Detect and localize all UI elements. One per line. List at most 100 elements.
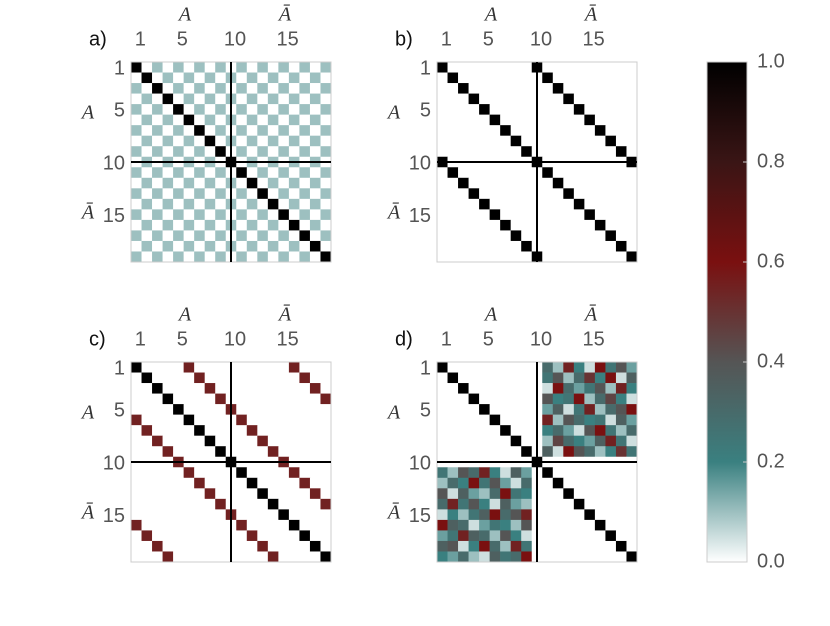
heatmap-cell (152, 372, 163, 384)
heatmap-cell (278, 251, 290, 263)
heatmap-cell (194, 177, 205, 189)
heatmap-cell (183, 240, 195, 252)
heatmap-cell (183, 167, 195, 179)
heatmap-cell (173, 467, 184, 479)
heatmap-cell (605, 83, 617, 94)
heatmap-cell (500, 414, 511, 426)
heatmap-cell (299, 383, 311, 394)
heatmap-cell (605, 540, 617, 552)
heatmap-cell (605, 125, 617, 136)
heatmap-cell (246, 72, 258, 84)
y-tick-label: 10 (103, 152, 125, 174)
heatmap-cell (236, 509, 248, 521)
heatmap-cell (152, 446, 163, 458)
heatmap-cell (521, 540, 533, 552)
heatmap-cell (236, 251, 248, 263)
heatmap-cell (510, 477, 522, 489)
heatmap-cell (131, 467, 142, 479)
heatmap-cell (479, 393, 490, 405)
heatmap-cell (152, 251, 163, 263)
heatmap-cell (173, 93, 184, 105)
heatmap-cell (299, 530, 311, 542)
heatmap-cell (542, 83, 554, 94)
heatmap-cell (542, 219, 554, 231)
heatmap-cell (594, 114, 606, 126)
heatmap-cell (267, 125, 279, 136)
heatmap-cell (257, 551, 269, 563)
heatmap-cell (309, 114, 321, 126)
heatmap-cell (194, 425, 205, 436)
heatmap-cell (204, 62, 216, 73)
heatmap-cell (552, 435, 564, 447)
heatmap-cell (489, 198, 501, 210)
heatmap-cell (162, 167, 174, 179)
heatmap-cell (489, 477, 501, 489)
heatmap-cell (615, 135, 627, 147)
y-tick-label: 15 (103, 205, 125, 227)
heatmap-cell (552, 125, 564, 136)
heatmap-cell (458, 251, 469, 263)
heatmap-cell (563, 104, 575, 115)
heatmap-cell (458, 167, 469, 179)
heatmap-cell (447, 188, 459, 200)
heatmap-cell (131, 209, 142, 221)
heatmap-cell (162, 446, 174, 458)
heatmap-cell (521, 135, 533, 147)
heatmap-cell (563, 62, 575, 73)
heatmap-cell (173, 509, 184, 521)
heatmap-cell (152, 414, 163, 426)
heatmap-cell (605, 551, 617, 563)
heatmap-cell (246, 446, 258, 458)
heatmap-cell (267, 530, 279, 542)
heatmap-cell (309, 125, 321, 136)
y-tick-label: 10 (103, 452, 125, 474)
heatmap-cell (267, 146, 279, 158)
heatmap-cell (605, 93, 617, 105)
y-group-label: Ā (386, 502, 401, 524)
heatmap-cell (320, 509, 332, 521)
heatmap-cell (141, 146, 153, 158)
heatmap-cell (152, 198, 163, 210)
heatmap-cell (489, 446, 501, 458)
heatmap-cell (542, 62, 554, 73)
heatmap-cell (468, 435, 480, 447)
heatmap-cell (458, 362, 469, 373)
heatmap-cell (236, 362, 248, 373)
heatmap-cell (183, 488, 195, 500)
heatmap-cell (236, 146, 248, 158)
heatmap-cell (468, 372, 480, 384)
heatmap-cell (267, 446, 279, 458)
heatmap-cell (584, 177, 596, 189)
heatmap-cell (489, 177, 501, 189)
heatmap-cell (510, 167, 522, 179)
heatmap-cell (521, 404, 533, 415)
heatmap-cell (141, 488, 153, 500)
heatmap-cell (552, 72, 564, 84)
heatmap-cell (257, 467, 269, 479)
heatmap-cell (320, 219, 332, 231)
heatmap-cell (552, 62, 564, 73)
heatmap-cell (573, 209, 585, 221)
heatmap-cell (141, 72, 153, 84)
heatmap-cell (309, 177, 321, 189)
heatmap-cell (626, 219, 638, 231)
heatmap-cell (542, 551, 554, 563)
heatmap-cell (288, 425, 300, 436)
heatmap-cell (542, 146, 554, 158)
heatmap-cell (152, 62, 163, 73)
heatmap-cell (447, 167, 459, 179)
heatmap-cell (521, 519, 533, 531)
heatmap-cell (605, 383, 617, 394)
heatmap-cell (563, 414, 575, 426)
heatmap-cell (152, 488, 163, 500)
heatmap-cell (437, 114, 448, 126)
heatmap-cell (437, 362, 448, 373)
heatmap-cell (573, 188, 585, 200)
heatmap-cell (299, 251, 311, 263)
heatmap-cell (320, 404, 332, 415)
heatmap-cell (131, 498, 142, 510)
heatmap-cell (584, 435, 596, 447)
heatmap-cell (215, 198, 227, 210)
heatmap-cell (437, 446, 448, 458)
heatmap-cell (458, 230, 469, 242)
